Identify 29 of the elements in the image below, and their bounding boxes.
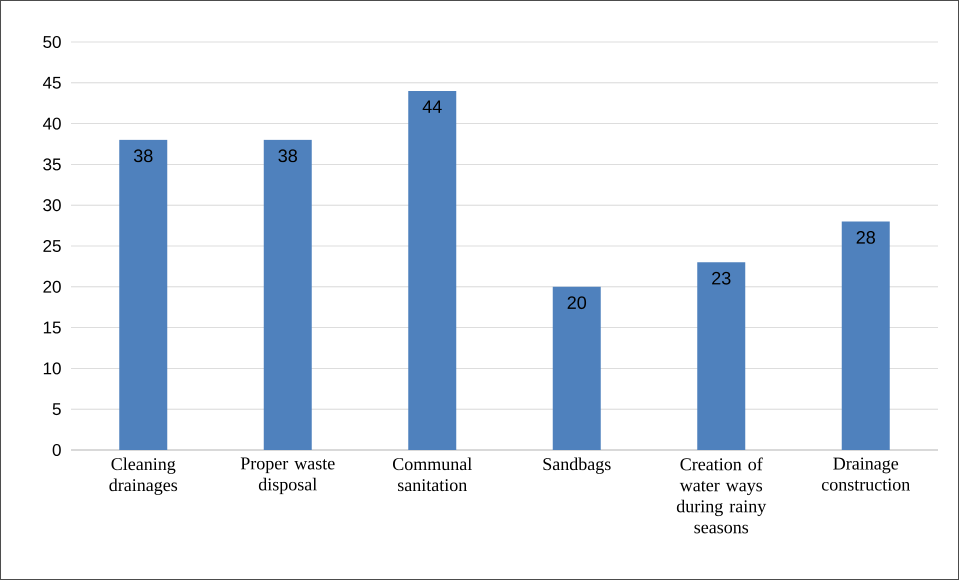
data-label: 44 bbox=[422, 100, 442, 113]
data-label: 38 bbox=[278, 149, 297, 162]
bar bbox=[119, 140, 168, 450]
bar bbox=[697, 262, 746, 450]
x-tick-label: Drainage construction bbox=[822, 458, 910, 491]
bar bbox=[408, 90, 456, 450]
y-tick-label: 45 bbox=[42, 76, 61, 89]
y-tick-label: 35 bbox=[43, 158, 61, 170]
y-tick-label: 30 bbox=[43, 199, 61, 212]
y-tick-label: 10 bbox=[44, 362, 61, 374]
bar bbox=[264, 140, 312, 450]
data-label: 20 bbox=[568, 296, 586, 310]
data-label: 28 bbox=[856, 231, 875, 244]
data-label: 38 bbox=[134, 149, 152, 162]
y-tick-label: 5 bbox=[52, 403, 61, 416]
x-tick-label: Sandbags bbox=[543, 458, 611, 474]
x-tick-label: Proper waste disposal bbox=[240, 458, 335, 494]
bar bbox=[552, 286, 601, 450]
x-tick-label: Cleaning drainages bbox=[109, 458, 178, 495]
y-tick-label: 0 bbox=[52, 444, 61, 456]
data-label: 23 bbox=[712, 272, 730, 285]
y-tick-label: 40 bbox=[42, 118, 61, 130]
y-tick-label: 20 bbox=[43, 280, 61, 293]
y-tick-label: 15 bbox=[44, 322, 61, 334]
x-tick-label: Communal sanitation bbox=[392, 458, 472, 492]
y-tick-label: 25 bbox=[43, 240, 61, 252]
x-tick-label: Creation of water ways during rainy seasons bbox=[676, 458, 766, 534]
bar bbox=[842, 222, 890, 450]
y-tick-label: 50 bbox=[43, 36, 61, 48]
